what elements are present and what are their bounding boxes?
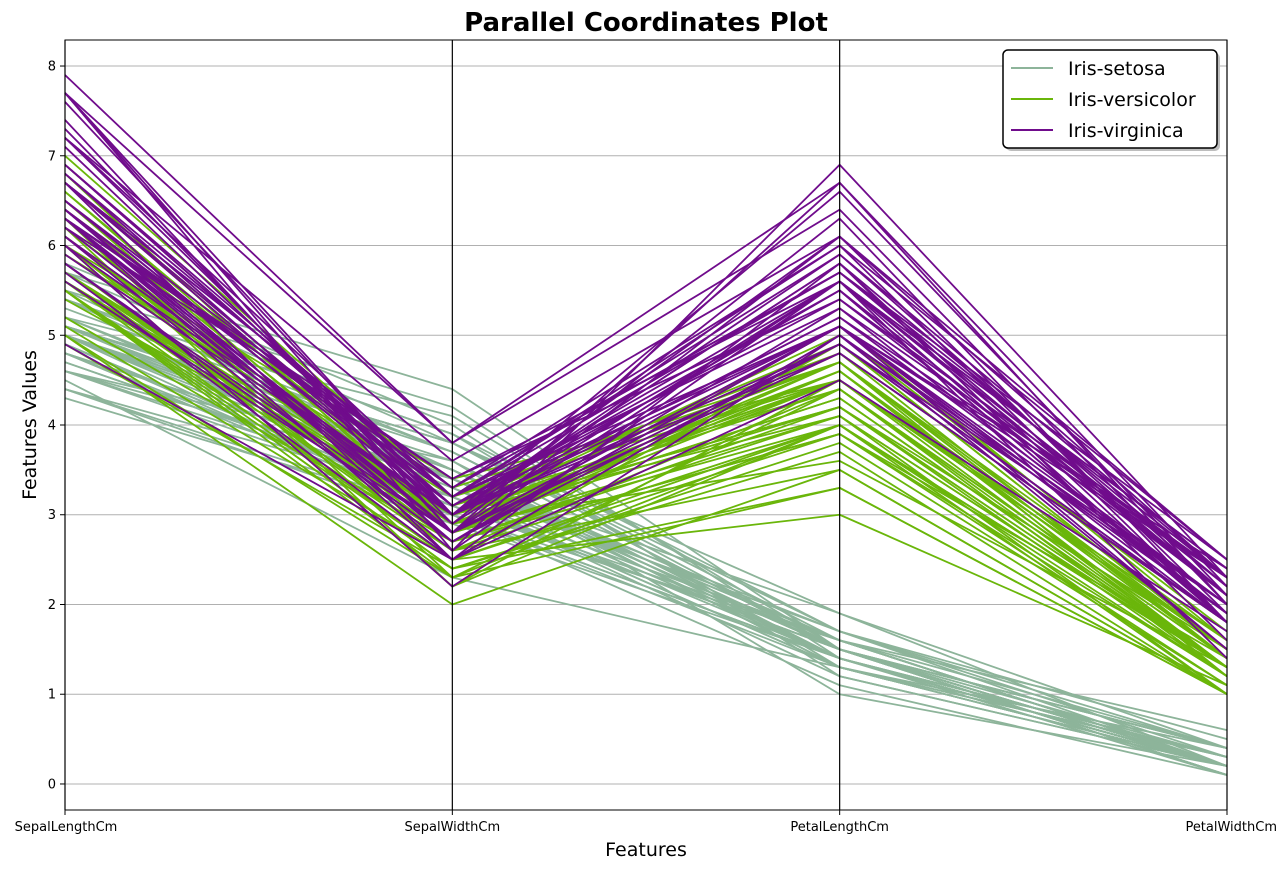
data-line (64, 92, 1228, 606)
y-axis-label: Features Values (19, 350, 41, 500)
data-line (64, 244, 1228, 651)
legend-label: Iris-virginica (1068, 120, 1184, 142)
legend: Iris-setosa Iris-versicolor Iris-virginica (1002, 49, 1220, 151)
y-tick-label: 2 (48, 598, 56, 613)
x-tick-label: SepalWidthCm (405, 820, 501, 835)
y-tick-label: 3 (48, 508, 56, 523)
data-line (64, 253, 1228, 624)
y-tick-label: 6 (48, 239, 56, 254)
data-line (64, 181, 1228, 561)
x-tick-label: SepalLengthCm (15, 820, 118, 835)
legend-label: Iris-versicolor (1068, 89, 1196, 111)
y-tick-label: 4 (48, 419, 56, 434)
y-tick-label: 8 (48, 60, 56, 75)
data-line (64, 343, 1228, 633)
y-tick-label: 5 (48, 329, 56, 344)
y-tick-label: 1 (48, 688, 56, 703)
x-axis-label: Features (605, 839, 687, 861)
legend-label: Iris-setosa (1068, 58, 1166, 80)
data-line (64, 289, 1228, 695)
x-axis-ticks: SepalLengthCm SepalWidthCm PetalLengthCm Pe… (15, 810, 1277, 835)
data-line (64, 208, 1228, 588)
data-line (64, 181, 1228, 570)
y-tick-label: 7 (48, 149, 56, 164)
data-line (64, 173, 1228, 579)
data-line (64, 325, 1228, 687)
y-axis-ticks: 0 1 2 3 4 5 6 7 8 (48, 60, 65, 792)
legend-items: Iris-setosa Iris-versicolor Iris-virginica (1011, 58, 1196, 142)
data-line (64, 334, 1228, 696)
y-tick-label: 0 (48, 777, 56, 792)
data-line (64, 262, 1228, 615)
chart-title: Parallel Coordinates Plot (464, 8, 828, 38)
data-line (64, 137, 1228, 561)
data-line (64, 226, 1228, 579)
data-line (64, 92, 1228, 588)
x-tick-label: PetalWidthCm (1185, 820, 1277, 835)
series-iris-virginica (64, 74, 1228, 659)
data-line (64, 199, 1228, 606)
data-line (64, 289, 1228, 669)
legend-box (1002, 49, 1218, 149)
x-tick-label: PetalLengthCm (790, 820, 889, 835)
series-lines (64, 74, 1228, 776)
